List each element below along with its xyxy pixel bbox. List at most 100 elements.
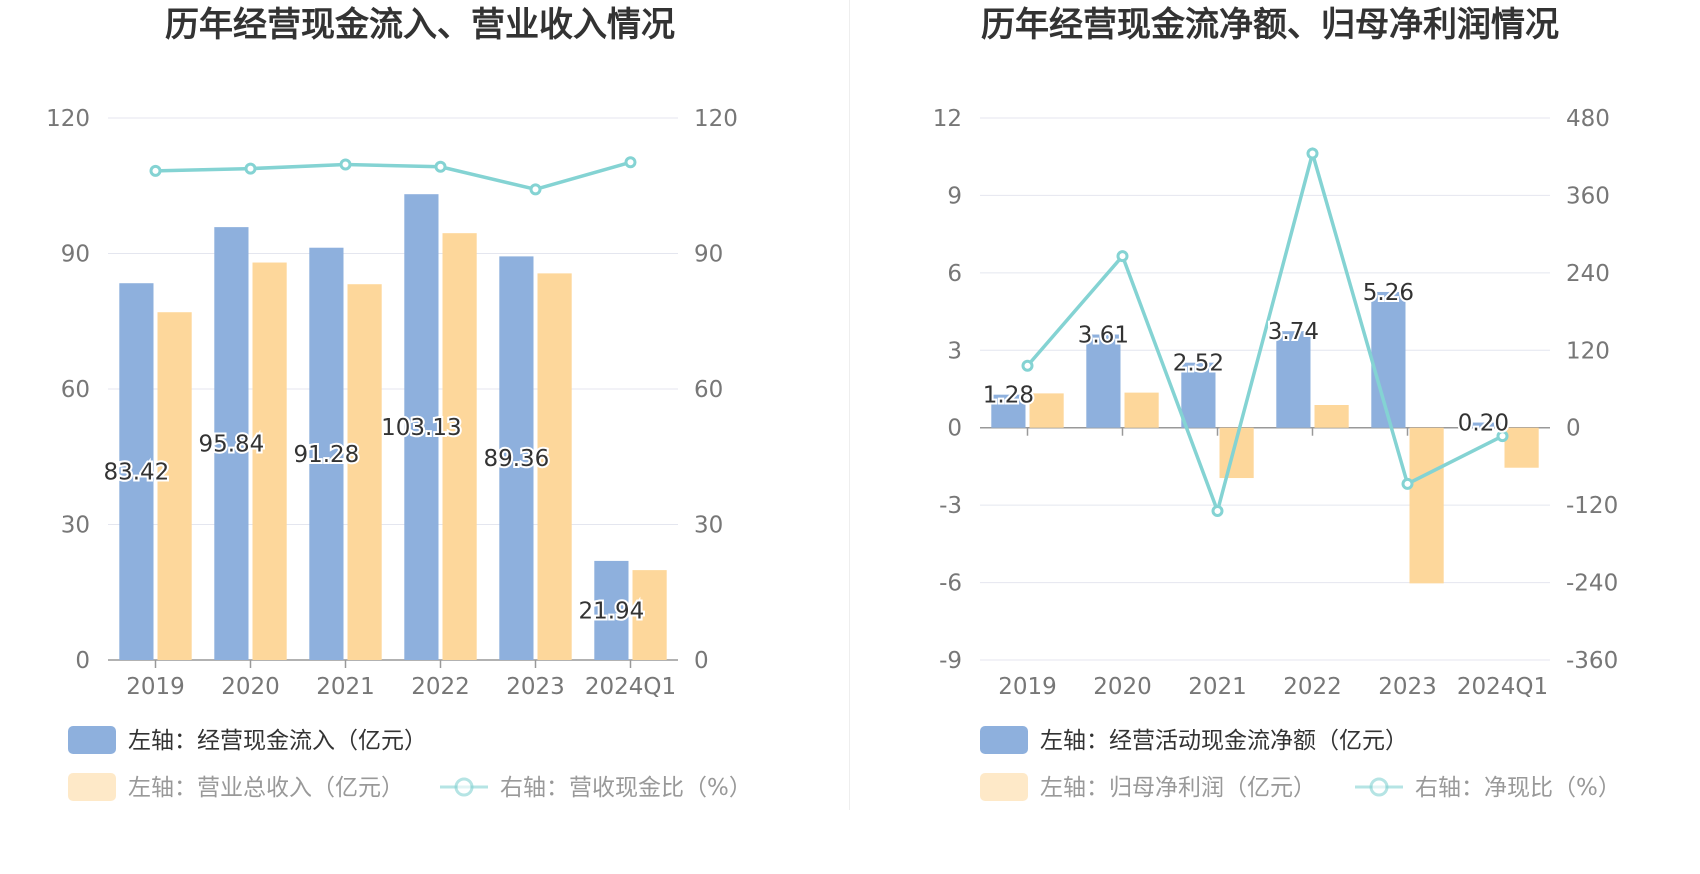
bar-secondary: [1124, 392, 1159, 428]
ratio-point: [1401, 477, 1414, 490]
bar-primary: [1466, 422, 1501, 428]
ratio-line: [155, 160, 631, 192]
chart-cash-inflow-revenue: 历年经营现金流入、营业收入情况 0 0 30 30 60 60 90 90 120 120 2019 2…: [46, 5, 752, 801]
chart-divider: [849, 0, 850, 810]
legend-label-primary: 左轴：经营现金流入（亿元）: [128, 728, 427, 754]
chart-title: 历年经营现金流净额、归母净利润情况: [981, 5, 1559, 45]
y-left-tick-label: 30: [61, 513, 90, 539]
y-right-tick-label: 90: [694, 242, 723, 268]
bar-secondary: [537, 273, 572, 660]
y-right-tick-label: -240: [1566, 571, 1618, 597]
data-label: 1.28: [983, 383, 1034, 409]
ratio-point: [624, 156, 637, 169]
data-label: 103.13: [381, 415, 461, 441]
x-tick-label: 2022: [411, 674, 470, 700]
y-right-tick-label: 0: [1566, 416, 1581, 442]
bar-primary: [1371, 291, 1406, 428]
bar-secondary: [347, 284, 382, 660]
bar-secondary: [1504, 427, 1539, 468]
x-tick-label: 2019: [126, 674, 185, 700]
data-label: 91.28: [293, 442, 359, 468]
data-label: 3.61: [1078, 323, 1129, 349]
data-label: 2.52: [1173, 351, 1224, 377]
ratio-point: [1116, 250, 1129, 263]
x-tick-label: 2024Q1: [1457, 674, 1548, 700]
x-tick-label: 2023: [506, 674, 565, 700]
legend-swatch-primary: [68, 726, 116, 754]
legend-swatch-line-marker: [454, 777, 474, 797]
bar-primary: [119, 283, 154, 660]
ratio-point: [1211, 504, 1224, 517]
y-left-tick-label: 6: [947, 261, 962, 287]
data-label: 21.94: [578, 598, 644, 624]
legend-swatch-primary: [980, 726, 1028, 754]
y-left-tick-label: 3: [947, 338, 962, 364]
x-tick-label: 2023: [1378, 674, 1437, 700]
data-label: 3.74: [1268, 319, 1319, 345]
bar-primary: [499, 256, 534, 660]
bar-primary: [594, 560, 629, 660]
bar-secondary: [1314, 405, 1349, 428]
legend-swatch-secondary: [68, 773, 116, 801]
ratio-point: [1496, 430, 1509, 443]
ratio-point: [149, 164, 162, 177]
y-right-tick-label: 120: [694, 106, 738, 132]
y-left-tick-label: 9: [947, 183, 962, 209]
bar-secondary: [1029, 393, 1064, 428]
y-left-tick-label: -9: [939, 648, 962, 674]
x-tick-label: 2022: [1283, 674, 1342, 700]
legend-label-secondary: 左轴：归母净利润（亿元）: [1040, 775, 1316, 801]
y-right-tick-label: 360: [1566, 183, 1610, 209]
y-right-tick-label: 480: [1566, 106, 1610, 132]
legend-swatch-line-marker: [1369, 777, 1389, 797]
y-left-tick-label: 120: [46, 106, 90, 132]
x-tick-label: 2020: [221, 674, 280, 700]
ratio-point: [1306, 147, 1319, 160]
ratio-point: [339, 158, 352, 171]
bar-primary: [214, 227, 249, 660]
legend-label-line: 右轴：净现比（%）: [1415, 775, 1621, 801]
y-left-tick-label: -6: [939, 571, 962, 597]
bar-primary: [1086, 334, 1121, 428]
y-right-tick-label: 60: [694, 377, 723, 403]
x-tick-label: 2024Q1: [585, 674, 676, 700]
y-right-tick-label: 240: [1566, 261, 1610, 287]
y-left-tick-label: -3: [939, 493, 962, 519]
legend-label-secondary: 左轴：营业总收入（亿元）: [128, 775, 404, 801]
ratio-line: [1026, 146, 1504, 517]
bar-secondary: [157, 312, 192, 660]
bar-primary: [991, 394, 1026, 428]
data-label: 0.20: [1458, 411, 1509, 437]
y-left-tick-label: 60: [61, 377, 90, 403]
bar-primary: [1276, 331, 1311, 428]
bar-secondary: [252, 262, 287, 660]
bar-primary: [404, 194, 439, 660]
legend-swatch-secondary: [980, 773, 1028, 801]
data-label: 95.84: [198, 432, 264, 458]
legend-label-line: 右轴：营收现金比（%）: [500, 775, 752, 801]
y-left-tick-label: 0: [947, 416, 962, 442]
bar-secondary: [442, 233, 477, 661]
ratio-point: [529, 183, 542, 196]
y-right-tick-label: -120: [1566, 493, 1618, 519]
data-label: 5.26: [1363, 280, 1414, 306]
bar-secondary: [632, 570, 667, 660]
legend-label-primary: 左轴：经营活动现金流净额（亿元）: [1040, 728, 1408, 754]
y-left-tick-label: 12: [933, 106, 962, 132]
y-right-tick-label: -360: [1566, 648, 1618, 674]
data-label: 89.36: [483, 446, 549, 472]
y-right-tick-label: 0: [694, 648, 709, 674]
chart-net-cashflow-profit: 历年经营现金流净额、归母净利润情况 -9 -360 -6 -240 -3 -120 0 0 3 12…: [933, 5, 1621, 801]
bar-primary: [309, 247, 344, 660]
y-right-tick-label: 120: [1566, 338, 1610, 364]
y-left-tick-label: 0: [75, 648, 90, 674]
y-right-tick-label: 30: [694, 513, 723, 539]
bar-primary: [1181, 362, 1216, 428]
x-tick-label: 2021: [1188, 674, 1247, 700]
x-tick-label: 2021: [316, 674, 375, 700]
x-tick-label: 2020: [1093, 674, 1152, 700]
chart-title: 历年经营现金流入、营业收入情况: [165, 5, 675, 45]
ratio-point: [434, 160, 447, 173]
x-tick-label: 2019: [998, 674, 1057, 700]
ratio-point: [1021, 359, 1034, 372]
